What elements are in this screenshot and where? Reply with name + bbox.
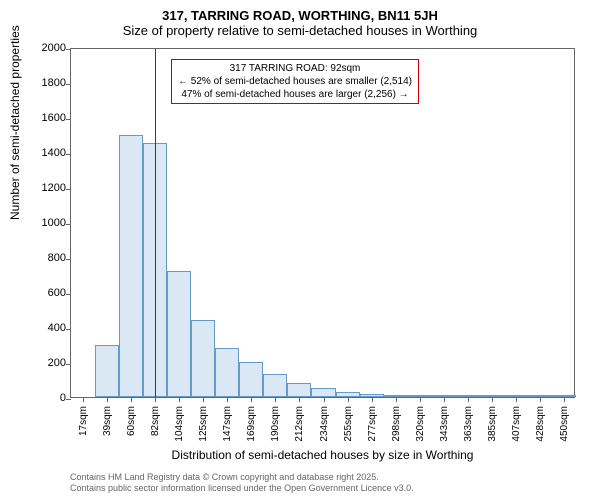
x-tick [516, 397, 517, 402]
x-tick-label: 255sqm [343, 406, 354, 442]
x-tick-label: 234sqm [319, 406, 330, 442]
y-tick-label: 1200 [42, 182, 66, 194]
x-tick [131, 397, 132, 402]
y-tick-label: 0 [60, 392, 66, 404]
x-tick [179, 397, 180, 402]
x-tick-label: 320sqm [415, 406, 426, 442]
x-tick [564, 397, 565, 402]
x-tick [444, 397, 445, 402]
histogram-bar [239, 362, 263, 397]
x-tick [396, 397, 397, 402]
x-tick-label: 385sqm [487, 406, 498, 442]
annotation-box: 317 TARRING ROAD: 92sqm← 52% of semi-det… [171, 59, 419, 104]
y-tick [66, 259, 71, 260]
y-tick [66, 189, 71, 190]
x-tick [251, 397, 252, 402]
x-tick-label: 104sqm [174, 406, 185, 442]
x-tick-label: 190sqm [270, 406, 281, 442]
histogram-bar [311, 388, 335, 397]
y-tick-label: 1400 [42, 147, 66, 159]
y-tick [66, 49, 71, 50]
footer-text: Contains HM Land Registry data © Crown c… [70, 472, 414, 494]
annotation-line1: 317 TARRING ROAD: 92sqm [178, 62, 412, 75]
y-tick-label: 400 [48, 322, 66, 334]
y-tick [66, 399, 71, 400]
x-tick [468, 397, 469, 402]
histogram-bar [167, 271, 191, 397]
x-tick-label: 277sqm [367, 406, 378, 442]
x-tick [420, 397, 421, 402]
footer-line1: Contains HM Land Registry data © Crown c… [70, 472, 414, 483]
x-tick [324, 397, 325, 402]
annotation-line3: 47% of semi-detached houses are larger (… [178, 88, 412, 101]
x-tick-label: 82sqm [150, 406, 161, 436]
x-tick-label: 147sqm [222, 406, 233, 442]
chart-subtitle: Size of property relative to semi-detach… [0, 23, 600, 42]
y-tick-label: 600 [48, 287, 66, 299]
x-tick [372, 397, 373, 402]
y-tick [66, 329, 71, 330]
x-tick-label: 298sqm [391, 406, 402, 442]
y-tick-label: 1000 [42, 217, 66, 229]
y-tick [66, 84, 71, 85]
x-tick [540, 397, 541, 402]
x-tick-label: 407sqm [511, 406, 522, 442]
y-tick-label: 200 [48, 357, 66, 369]
histogram-bar [95, 345, 119, 398]
marker-line [155, 49, 156, 397]
x-axis-label: Distribution of semi-detached houses by … [70, 448, 575, 462]
y-tick [66, 154, 71, 155]
x-tick [348, 397, 349, 402]
y-tick [66, 224, 71, 225]
y-tick [66, 119, 71, 120]
histogram-bar [263, 374, 287, 397]
histogram-bar [191, 320, 215, 397]
x-tick-label: 212sqm [294, 406, 305, 442]
x-tick [492, 397, 493, 402]
plot-area: 317 TARRING ROAD: 92sqm← 52% of semi-det… [70, 48, 575, 398]
chart-title: 317, TARRING ROAD, WORTHING, BN11 5JH [0, 0, 600, 23]
x-tick-label: 60sqm [126, 406, 137, 436]
x-tick [299, 397, 300, 402]
y-tick-label: 2000 [42, 42, 66, 54]
x-tick-label: 17sqm [78, 406, 89, 436]
footer-line2: Contains public sector information licen… [70, 483, 414, 494]
x-tick-label: 343sqm [439, 406, 450, 442]
x-tick-label: 363sqm [463, 406, 474, 442]
annotation-line2: ← 52% of semi-detached houses are smalle… [178, 75, 412, 88]
x-tick-label: 125sqm [198, 406, 209, 442]
x-tick [227, 397, 228, 402]
x-tick [203, 397, 204, 402]
x-tick-label: 169sqm [246, 406, 257, 442]
y-tick-label: 800 [48, 252, 66, 264]
y-tick [66, 364, 71, 365]
x-tick-label: 450sqm [559, 406, 570, 442]
y-tick-label: 1600 [42, 112, 66, 124]
histogram-bar [287, 383, 311, 397]
x-tick [155, 397, 156, 402]
histogram-bar [119, 135, 143, 398]
x-tick-label: 39sqm [102, 406, 113, 436]
histogram-bar [215, 348, 239, 397]
y-axis-label: Number of semi-detached properties [8, 25, 22, 220]
x-tick [107, 397, 108, 402]
y-tick [66, 294, 71, 295]
x-tick [83, 397, 84, 402]
x-tick [275, 397, 276, 402]
y-tick-label: 1800 [42, 77, 66, 89]
x-tick-label: 428sqm [535, 406, 546, 442]
